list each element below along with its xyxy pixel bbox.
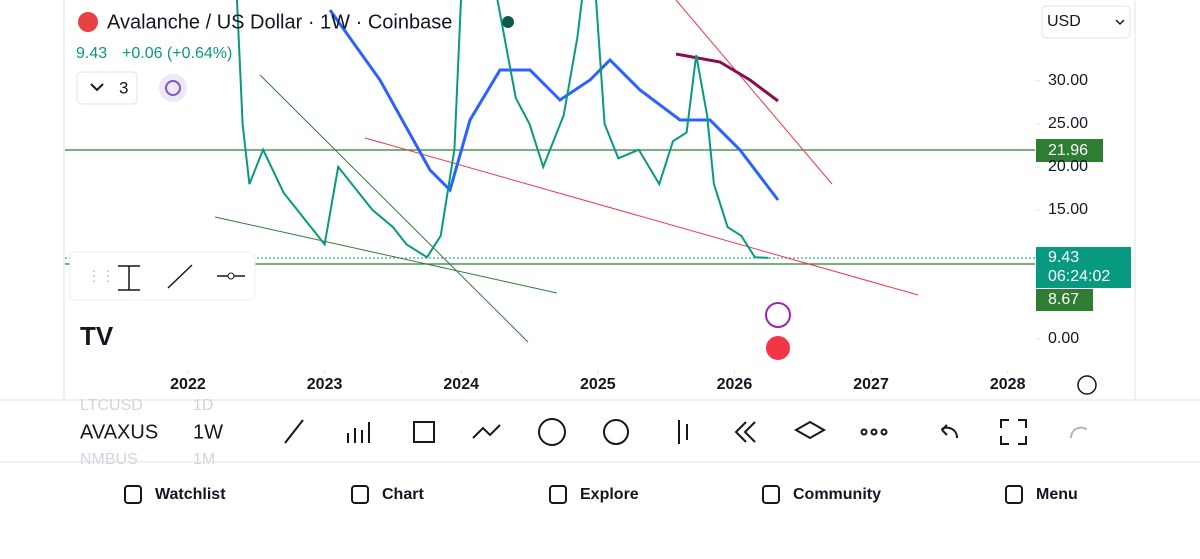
y-tick-label: 20.00 (1048, 158, 1088, 175)
interval-ghost: 1M (193, 451, 215, 468)
bottom-nav: Watchlist Chart Explore Community Menu (124, 485, 1078, 504)
trend-line (214, 216, 558, 294)
alert-tool[interactable] (603, 419, 629, 445)
tv-logo: TV (80, 321, 114, 351)
candles-tool[interactable] (678, 420, 688, 444)
interval-ghost: 1D (193, 397, 213, 414)
more-tool[interactable] (860, 428, 868, 436)
undo-tool[interactable] (941, 424, 958, 439)
layers-tool[interactable] (793, 420, 827, 440)
x-tick-label: 2024 (443, 376, 479, 393)
chevron (90, 83, 104, 92)
y-tick-label: 0.00 (1048, 330, 1079, 347)
event-icon[interactable] (764, 334, 792, 362)
currency: USD (1047, 13, 1081, 30)
tool-icon[interactable] (167, 264, 193, 289)
nav-item[interactable]: Menu (1036, 486, 1078, 503)
axes: 30.00 25.00 20.00 15.00 0.00 2022 2023 2024 2025… (170, 72, 1088, 393)
drawing-toolbar (69, 251, 256, 301)
layouts-tool[interactable] (413, 421, 435, 443)
price-change: +0.06 (+0.64%) (122, 45, 232, 62)
nav-item[interactable]: Chart (382, 486, 424, 503)
indicator-count: 3 (119, 78, 128, 97)
level-badge (1036, 139, 1103, 162)
last-price: 9.43 (76, 45, 107, 62)
symbol-title: Avalanche / US Dollar · 1W · Coinbase (107, 11, 452, 33)
x-tick-label: 2023 (307, 376, 343, 393)
countdown: 06:24:02 (1048, 268, 1110, 285)
nav-icon (351, 485, 369, 504)
toolbar (284, 418, 1087, 446)
nav-icon (124, 485, 142, 504)
trend-line (259, 74, 529, 343)
tool-icon (227, 272, 235, 280)
compare-tool[interactable] (472, 424, 501, 439)
moving-average (675, 52, 779, 103)
nav-icon (762, 485, 780, 504)
nav-item[interactable]: Community (793, 486, 881, 503)
y-tick-label: 25.00 (1048, 115, 1088, 132)
sync-icon (165, 80, 181, 96)
tool-icon[interactable] (118, 265, 140, 291)
currency-select[interactable] (1041, 5, 1131, 39)
nav-icon (1005, 485, 1023, 504)
indicators-tool[interactable] (347, 422, 370, 443)
drag-handle[interactable]: ⋮⋮ (87, 268, 115, 284)
nav-item[interactable]: Explore (580, 486, 639, 503)
plot-area (65, 0, 1035, 343)
x-tick-label: 2028 (990, 376, 1026, 393)
moving-average (328, 9, 780, 201)
level-badge (1036, 289, 1093, 311)
y-tick-label: 15.00 (1048, 201, 1088, 218)
trend-line (675, 0, 833, 185)
x-tick-label: 2026 (717, 376, 753, 393)
replay-tool[interactable] (734, 421, 756, 443)
price-badge (1036, 247, 1131, 288)
symbol[interactable]: AVAXUS (80, 421, 158, 443)
fullscreen-tool[interactable] (1000, 419, 1027, 445)
settings-icon[interactable] (1077, 375, 1097, 395)
symbol-ghost: LTCUSD (80, 397, 143, 414)
indicators-toggle[interactable] (76, 71, 138, 105)
x-tick-label: 2025 (580, 376, 616, 393)
more-tool[interactable] (880, 428, 888, 436)
draw-tool[interactable] (284, 419, 304, 444)
more-tool[interactable] (870, 428, 878, 436)
avax-logo (78, 12, 98, 32)
x-tick-label: 2022 (170, 376, 206, 393)
y-tick-label: 30.00 (1048, 72, 1088, 89)
event-icon[interactable] (765, 302, 791, 328)
add-tool[interactable] (538, 418, 566, 446)
market-status (502, 16, 514, 28)
x-tick-label: 2027 (853, 376, 889, 393)
chevron (1115, 19, 1125, 26)
level-label: 21.96 (1048, 142, 1088, 159)
nav-item[interactable]: Watchlist (155, 486, 226, 503)
nav-icon (549, 485, 567, 504)
price-line (235, 0, 769, 259)
redo-tool[interactable] (1070, 426, 1087, 439)
price-badge-label: 9.43 (1048, 249, 1079, 266)
symbol-ghost: NMBUS (80, 451, 138, 468)
sync-button[interactable] (159, 74, 187, 102)
level-label: 8.67 (1048, 291, 1079, 308)
interval[interactable]: 1W (193, 421, 223, 443)
